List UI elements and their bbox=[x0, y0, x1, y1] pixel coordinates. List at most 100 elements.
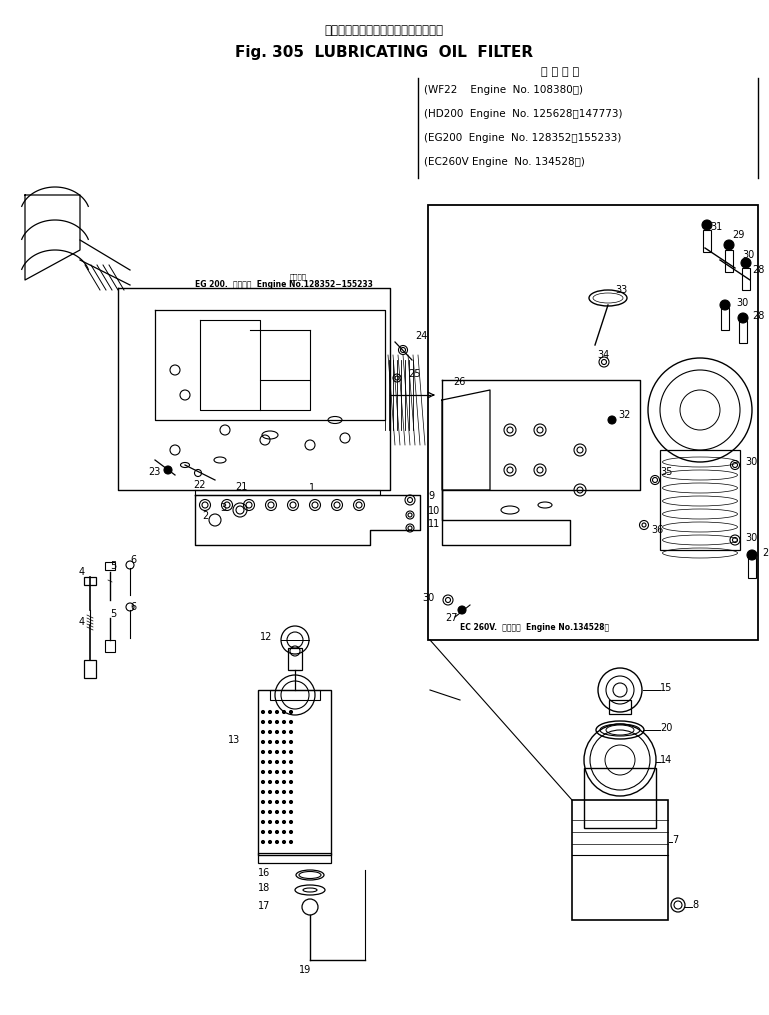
Text: 4: 4 bbox=[79, 617, 85, 627]
Circle shape bbox=[282, 791, 285, 794]
Bar bbox=[105, 562, 115, 570]
Circle shape bbox=[282, 741, 285, 744]
Text: 30: 30 bbox=[742, 250, 754, 260]
Text: 6: 6 bbox=[130, 555, 136, 565]
Text: 34: 34 bbox=[597, 350, 609, 360]
Circle shape bbox=[275, 811, 278, 813]
Text: 28: 28 bbox=[752, 265, 764, 275]
Circle shape bbox=[261, 811, 265, 813]
Text: 12: 12 bbox=[260, 632, 272, 642]
Circle shape bbox=[289, 721, 292, 724]
Text: 適 用 号 簺: 適 用 号 簺 bbox=[541, 67, 579, 77]
Circle shape bbox=[268, 830, 271, 833]
Circle shape bbox=[282, 801, 285, 804]
Circle shape bbox=[261, 770, 265, 773]
Circle shape bbox=[261, 741, 265, 744]
Circle shape bbox=[282, 830, 285, 833]
Circle shape bbox=[289, 760, 292, 763]
Circle shape bbox=[268, 801, 271, 804]
Text: 27: 27 bbox=[445, 613, 458, 623]
Bar bbox=[84, 660, 96, 678]
Text: 25: 25 bbox=[408, 369, 421, 379]
Text: 30: 30 bbox=[423, 593, 435, 603]
Text: 14: 14 bbox=[660, 755, 672, 765]
Text: 16: 16 bbox=[258, 868, 270, 878]
Circle shape bbox=[268, 791, 271, 794]
Text: EG 200.  適用号簺  Engine No.128352−155233: EG 200. 適用号簺 Engine No.128352−155233 bbox=[195, 279, 373, 288]
Text: 9: 9 bbox=[428, 491, 434, 501]
Bar bbox=[105, 640, 115, 652]
Circle shape bbox=[289, 781, 292, 784]
Bar bbox=[258, 853, 331, 863]
Text: 17: 17 bbox=[258, 901, 270, 911]
Bar bbox=[270, 690, 320, 700]
Circle shape bbox=[289, 770, 292, 773]
Text: 5: 5 bbox=[110, 561, 116, 571]
Text: 15: 15 bbox=[660, 683, 672, 693]
Circle shape bbox=[275, 840, 278, 843]
Text: 24: 24 bbox=[415, 331, 428, 341]
Circle shape bbox=[268, 741, 271, 744]
Circle shape bbox=[282, 731, 285, 734]
Circle shape bbox=[724, 240, 734, 250]
Text: 32: 32 bbox=[618, 410, 631, 420]
Text: 30: 30 bbox=[745, 533, 757, 543]
Text: 30: 30 bbox=[736, 298, 748, 308]
Circle shape bbox=[268, 731, 271, 734]
Bar bbox=[428, 205, 758, 640]
Circle shape bbox=[275, 830, 278, 833]
Circle shape bbox=[720, 300, 730, 310]
Circle shape bbox=[282, 781, 285, 784]
Text: 6: 6 bbox=[130, 602, 136, 612]
Bar bbox=[572, 800, 668, 920]
Circle shape bbox=[282, 770, 285, 773]
Text: 31: 31 bbox=[710, 222, 722, 232]
Text: 7: 7 bbox=[672, 835, 678, 845]
Text: 36: 36 bbox=[651, 525, 663, 535]
Circle shape bbox=[261, 830, 265, 833]
Circle shape bbox=[289, 840, 292, 843]
Circle shape bbox=[268, 721, 271, 724]
Circle shape bbox=[289, 811, 292, 813]
Bar bbox=[703, 230, 711, 252]
Text: 3: 3 bbox=[220, 503, 226, 513]
Text: 19: 19 bbox=[299, 965, 311, 975]
Circle shape bbox=[261, 721, 265, 724]
Text: 23: 23 bbox=[148, 467, 161, 477]
Circle shape bbox=[261, 820, 265, 823]
Bar bbox=[721, 308, 729, 330]
Text: 1: 1 bbox=[309, 483, 315, 493]
Text: 20: 20 bbox=[660, 723, 672, 733]
Text: 29: 29 bbox=[732, 230, 744, 240]
Circle shape bbox=[741, 258, 751, 268]
Circle shape bbox=[289, 741, 292, 744]
Text: 35: 35 bbox=[660, 467, 672, 477]
Circle shape bbox=[268, 710, 271, 714]
Bar bbox=[609, 700, 631, 714]
Circle shape bbox=[275, 820, 278, 823]
Bar bbox=[84, 577, 96, 585]
Bar bbox=[725, 250, 733, 272]
Circle shape bbox=[261, 760, 265, 763]
Circle shape bbox=[738, 313, 748, 323]
Text: EC 260V.  適用号簺  Engine No.134528～: EC 260V. 適用号簺 Engine No.134528～ bbox=[460, 623, 609, 632]
Text: 18: 18 bbox=[258, 883, 270, 893]
Circle shape bbox=[268, 750, 271, 753]
Text: 10: 10 bbox=[428, 506, 440, 516]
Circle shape bbox=[268, 770, 271, 773]
Circle shape bbox=[702, 220, 712, 230]
Text: Fig. 305  LUBRICATING  OIL  FILTER: Fig. 305 LUBRICATING OIL FILTER bbox=[235, 45, 533, 60]
Circle shape bbox=[275, 760, 278, 763]
Circle shape bbox=[289, 710, 292, 714]
Text: 26: 26 bbox=[453, 377, 465, 387]
Circle shape bbox=[268, 781, 271, 784]
Circle shape bbox=[282, 750, 285, 753]
Circle shape bbox=[268, 820, 271, 823]
Circle shape bbox=[289, 791, 292, 794]
Circle shape bbox=[261, 750, 265, 753]
Circle shape bbox=[261, 801, 265, 804]
Circle shape bbox=[282, 760, 285, 763]
Text: 30: 30 bbox=[745, 457, 757, 467]
Text: 適用号簺: 適用号簺 bbox=[290, 274, 307, 280]
Text: 21: 21 bbox=[235, 482, 248, 492]
